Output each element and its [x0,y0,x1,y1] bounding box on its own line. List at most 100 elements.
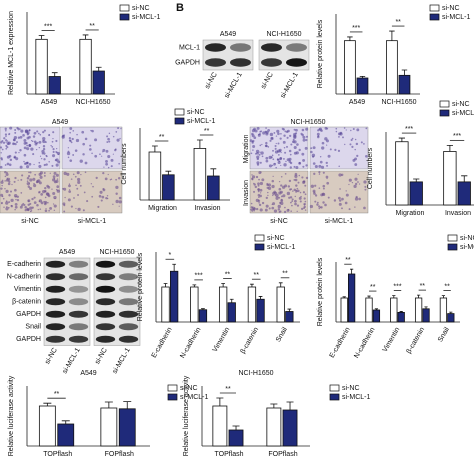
significance-label: *** [453,133,461,140]
cell-stain [94,138,98,142]
cell-stain [326,181,330,185]
cell-stain [19,205,23,209]
legend-swatch [429,13,440,21]
cell-stain [52,148,55,151]
significance-label: ** [204,128,210,135]
bar [161,286,170,323]
blot-band [45,335,66,343]
cell-stain [259,194,262,198]
cell-stain [19,165,23,169]
bar [100,407,118,447]
protein-label: E-cadherin [7,261,41,268]
cell-stain [97,205,100,208]
cell-stain [318,207,321,210]
cell-stain [76,187,79,190]
cell-stain [355,142,359,146]
cell-stain [298,196,302,200]
cell-stain [260,151,264,155]
cell-stain [355,195,358,199]
cell-stain [252,144,256,148]
cell-stain [278,191,282,195]
error-bar [270,403,278,408]
cell-stain [257,133,261,137]
bar [228,429,244,447]
cell-stain [275,142,277,145]
bar [285,311,294,323]
error-bar [232,425,240,430]
cell-stain [5,147,8,150]
cell-stain [43,200,45,203]
cell-stain [353,184,357,189]
x-tick-label: FOPflash [268,451,297,458]
cell-stain [53,209,56,212]
protein-label: Vimentin [14,286,41,293]
cell-stain [4,164,7,166]
row-label: Invasion [243,180,250,206]
cell-stain [250,202,253,205]
cell-stain [283,210,287,214]
significance-label: *** [352,25,360,32]
x-tick-label: TOPflash [43,451,72,458]
cell-stain [265,204,269,208]
bar [92,70,105,95]
cell-stain [320,206,323,209]
bar [439,297,448,323]
cell-stain [76,171,80,175]
cell-stain [349,143,352,146]
cell-stain [261,143,263,146]
cell-stain [51,188,53,190]
cell-stain [259,161,262,164]
significance-label: ** [89,23,95,30]
cell-stain [305,138,308,142]
cell-stain [48,160,50,163]
blot-band [230,58,251,67]
cell-stain [17,179,19,181]
significance-label: ** [370,284,376,291]
cell-stain [1,184,3,187]
cell-stain [56,147,58,150]
bar [282,409,298,447]
cell-stain [102,148,106,152]
cell-stain [55,158,59,162]
cell-stain [294,202,297,206]
bar [190,286,199,323]
cell-stain [296,210,298,213]
cell-stain [31,197,34,201]
cell-stain [265,159,269,163]
cell-stain [39,155,42,157]
cell-stain [267,128,271,132]
cell-stain [319,156,322,158]
cell-stain [301,152,305,156]
bar [227,302,236,323]
cell-stain [291,204,293,207]
cell-stain [274,150,279,154]
cell-stain [270,156,273,159]
cell-stain [107,166,110,169]
cell-stain [318,187,321,189]
cell-stain [26,180,29,183]
cell-stain [40,157,43,160]
significance-label: * [168,252,171,259]
significance-label: ** [345,257,351,264]
cell-stain [254,129,258,133]
cell-stain [286,145,289,148]
cell-stain [45,192,49,196]
lane-label: si-MCL-1 [112,347,132,375]
cell-stain [115,178,118,181]
legend-label: si-NC [452,101,470,108]
cell-stain [0,187,3,190]
cell-stain [70,141,73,144]
cell-stain [354,138,357,141]
cell-stain [329,148,332,151]
cell-stain [280,199,284,203]
cell-stain [318,171,321,174]
cell-stain [28,171,30,174]
cell-stain [16,198,20,202]
cell-stain [256,126,260,130]
cell-stain [295,165,299,169]
cell-stain [45,208,47,210]
cell-stain [316,201,319,204]
cell-stain [280,164,282,167]
cell-stain [251,128,256,133]
cell-stain [90,129,92,132]
